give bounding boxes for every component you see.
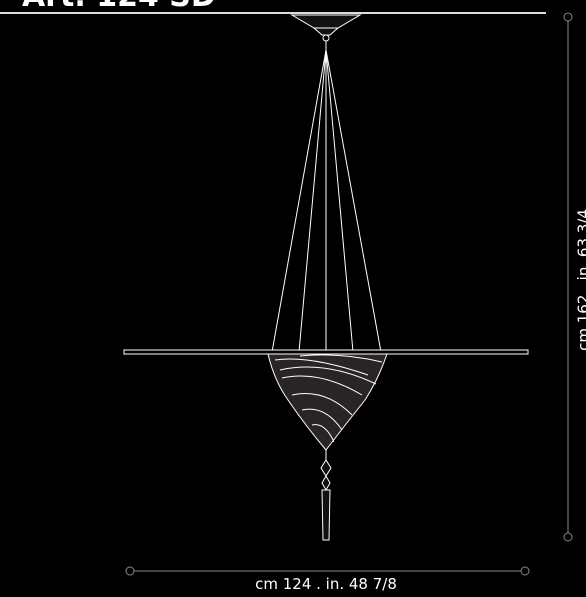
width-label: cm 124 . in. 48 7/8 [255, 575, 397, 593]
height-dimension [563, 12, 573, 542]
lamp [123, 14, 529, 541]
height-label: cm 162 . in. 63 3/4 [575, 209, 586, 351]
width-dimension [125, 566, 530, 576]
title: Art. 124 SD [22, 0, 216, 14]
